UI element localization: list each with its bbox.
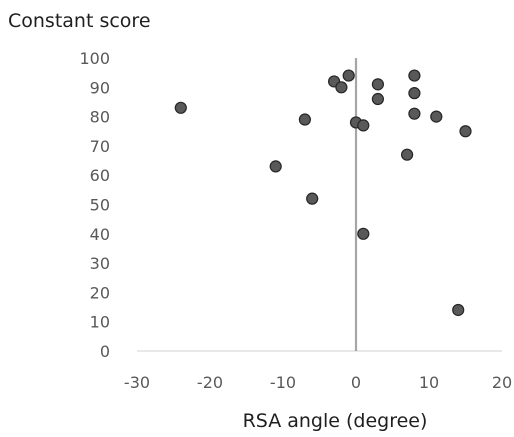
y-tick-label: 30 xyxy=(90,254,110,273)
data-point xyxy=(408,69,421,82)
y-tick-label: 70 xyxy=(90,137,110,156)
data-point xyxy=(342,69,355,82)
data-point xyxy=(357,119,370,132)
chart-title: Constant score xyxy=(8,10,151,32)
x-tick-label: -30 xyxy=(124,373,150,392)
x-tick-label: 20 xyxy=(492,373,512,392)
data-point xyxy=(452,303,465,317)
x-axis-title: RSA angle (degree) xyxy=(243,410,428,432)
y-tick-label: 0 xyxy=(100,342,110,361)
y-tick-label: 60 xyxy=(90,166,110,185)
data-point xyxy=(430,110,443,123)
data-point xyxy=(174,101,187,114)
x-tick-label: 0 xyxy=(351,373,361,392)
x-tick-label: -10 xyxy=(270,373,296,392)
data-point xyxy=(459,125,472,138)
data-point xyxy=(371,78,384,91)
y-tick-label: 20 xyxy=(90,283,110,302)
y-tick-label: 90 xyxy=(90,78,110,97)
data-point xyxy=(269,160,282,173)
y-tick-label: 80 xyxy=(90,108,110,127)
data-point xyxy=(408,107,421,120)
y-tick-label: 100 xyxy=(79,49,110,68)
data-point xyxy=(357,227,370,240)
data-point xyxy=(298,113,311,126)
data-point xyxy=(306,192,319,205)
x-tick-label: -20 xyxy=(197,373,223,392)
data-point xyxy=(371,92,384,106)
data-point xyxy=(335,81,348,94)
y-tick-label: 50 xyxy=(90,196,110,215)
data-point xyxy=(401,148,414,161)
plot-area: 0 10 20 30 40 50 60 70 80 90 100 -30 -20 -10 0 10 20 xyxy=(79,49,512,392)
x-tick-label: 10 xyxy=(419,373,439,392)
y-tick-label: 40 xyxy=(90,225,110,244)
y-tick-label: 10 xyxy=(90,313,110,332)
data-point xyxy=(408,87,421,100)
